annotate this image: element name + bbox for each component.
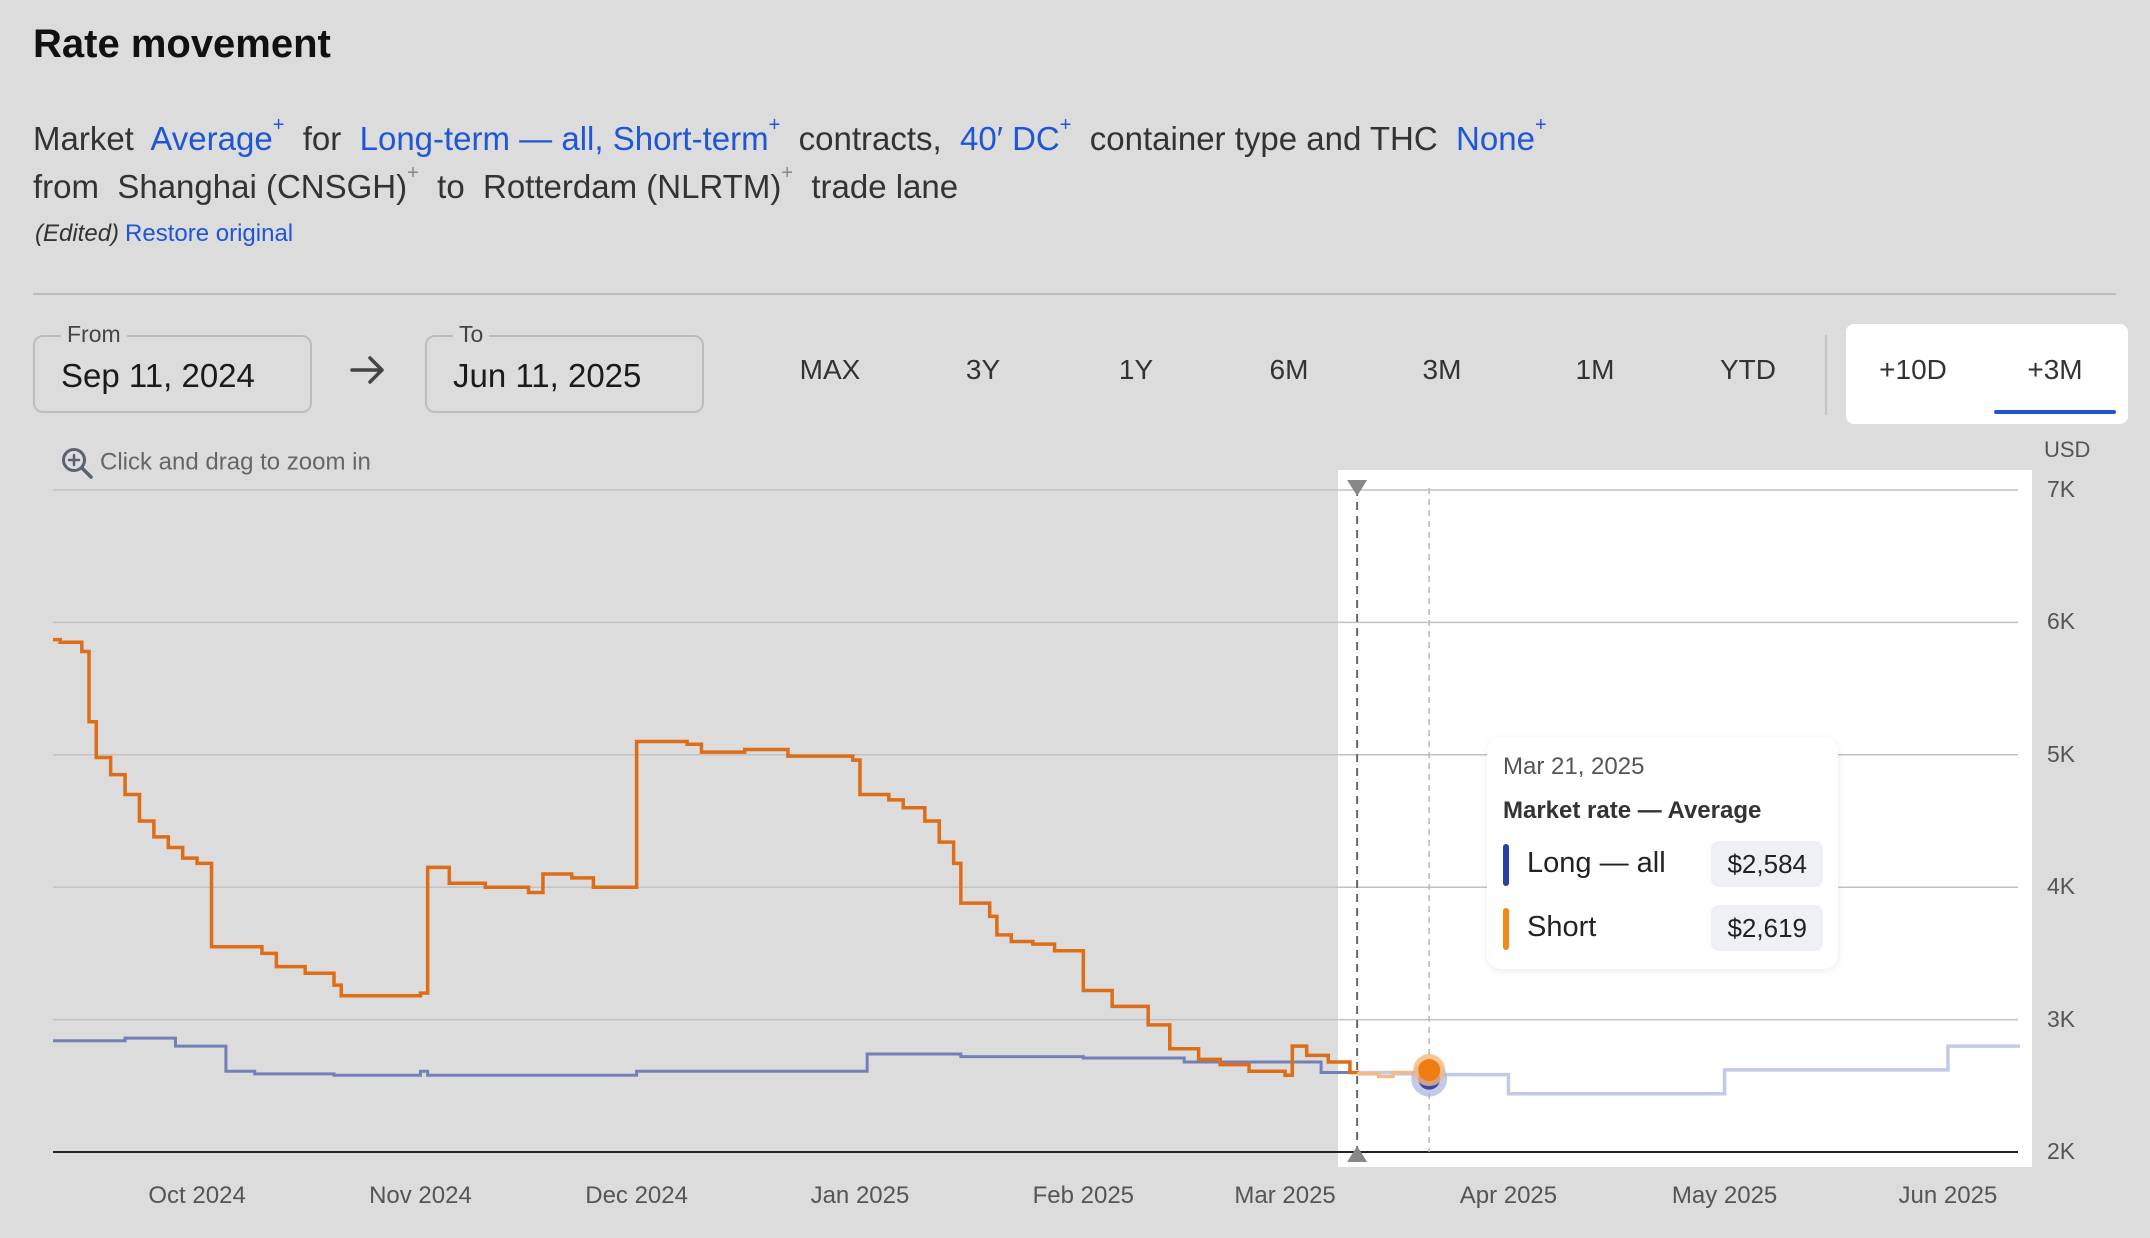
series-color-indicator [1503,908,1509,950]
range-1m-button[interactable]: 1M [1575,354,1615,385]
contract-selector[interactable]: Long-term — all, Short-term [359,120,769,157]
x-tick-label: Apr 2025 [1459,1182,1558,1209]
range-max-button[interactable]: MAX [799,354,861,385]
range-3m-button[interactable]: 3M [1422,354,1462,385]
series-line-long [53,1036,1358,1077]
range-ytd-button[interactable]: YTD [1720,354,1776,385]
restore-original-link[interactable]: Restore original [125,220,294,247]
tooltip-value: $2,619 [1711,905,1823,951]
tooltip-date: Mar 21, 2025 [1503,753,1645,780]
zoom-in-icon [62,448,93,479]
tooltip-row-long: Long — all $2,584 [1503,841,1823,887]
filter-description-line1: Market Average+ for Long-term — all, Sho… [33,114,1547,157]
filter-description-line2: from Shanghai (CNSGH)+ to Rotterdam (NLR… [33,162,959,205]
series-color-indicator [1503,844,1509,886]
x-tick-label: Jan 2025 [810,1182,910,1209]
y-axis-unit: USD [2044,437,2091,462]
x-tick-label: Jun 2025 [1898,1182,1998,1209]
series-line-short [53,637,1359,1077]
y-tick-label: 7K [2047,476,2076,502]
tooltip-value: $2,584 [1711,841,1823,887]
container-selector[interactable]: 40′ DC [960,120,1060,157]
from-date-field[interactable]: From Sep 11, 2024 [33,321,312,413]
y-tick-label: 5K [2047,740,2076,767]
forecast-range-panel: +10D +3M [1846,324,2128,424]
thc-selector[interactable]: None [1456,120,1535,157]
y-tick-label: 6K [2047,608,2076,635]
y-tick-label: 2K [2047,1138,2076,1164]
separator [1825,335,1827,415]
y-tick-label: 3K [2047,1005,2076,1032]
origin-selector[interactable]: Shanghai (CNSGH) [117,168,408,205]
range-1y-button[interactable]: 1Y [1118,354,1154,385]
divider [33,293,2116,295]
x-tick-label: Oct 2024 [148,1182,246,1209]
x-tick-label: Feb 2025 [1032,1182,1135,1209]
triangle-down-icon [1347,480,1368,496]
to-date-field[interactable]: To Jun 11, 2025 [425,321,704,413]
tooltip-subtitle: Market rate — Average [1503,797,1762,824]
hover-point-short-core [1418,1059,1441,1082]
destination-selector[interactable]: Rotterdam (NLRTM) [483,168,782,205]
range-3y-button[interactable]: 3Y [965,354,1001,385]
tooltip-row-short: Short $2,619 [1503,905,1823,951]
y-tick-label: 4K [2047,873,2076,900]
chart-tooltip: Mar 21, 2025 Market rate — Average Long … [1487,737,1838,969]
selected-tab-indicator [1994,410,2116,414]
edited-note: (Edited) Restore original [35,220,294,247]
page-title: Rate movement [33,22,331,66]
forecast-10d-button[interactable]: +10D [1879,354,1947,385]
metric-selector[interactable]: Average [150,120,273,157]
arrow-right-icon [350,356,384,384]
forecast-3m-button[interactable]: +3M [2027,354,2083,385]
zoom-hint: Click and drag to zoom in [60,446,371,480]
triangle-up-icon [1347,1146,1368,1162]
x-tick-label: Dec 2024 [585,1182,688,1209]
range-6m-button[interactable]: 6M [1269,354,1309,385]
x-tick-label: Mar 2025 [1234,1182,1336,1209]
x-tick-label: May 2025 [1671,1182,1778,1209]
x-tick-label: Nov 2024 [369,1182,472,1209]
